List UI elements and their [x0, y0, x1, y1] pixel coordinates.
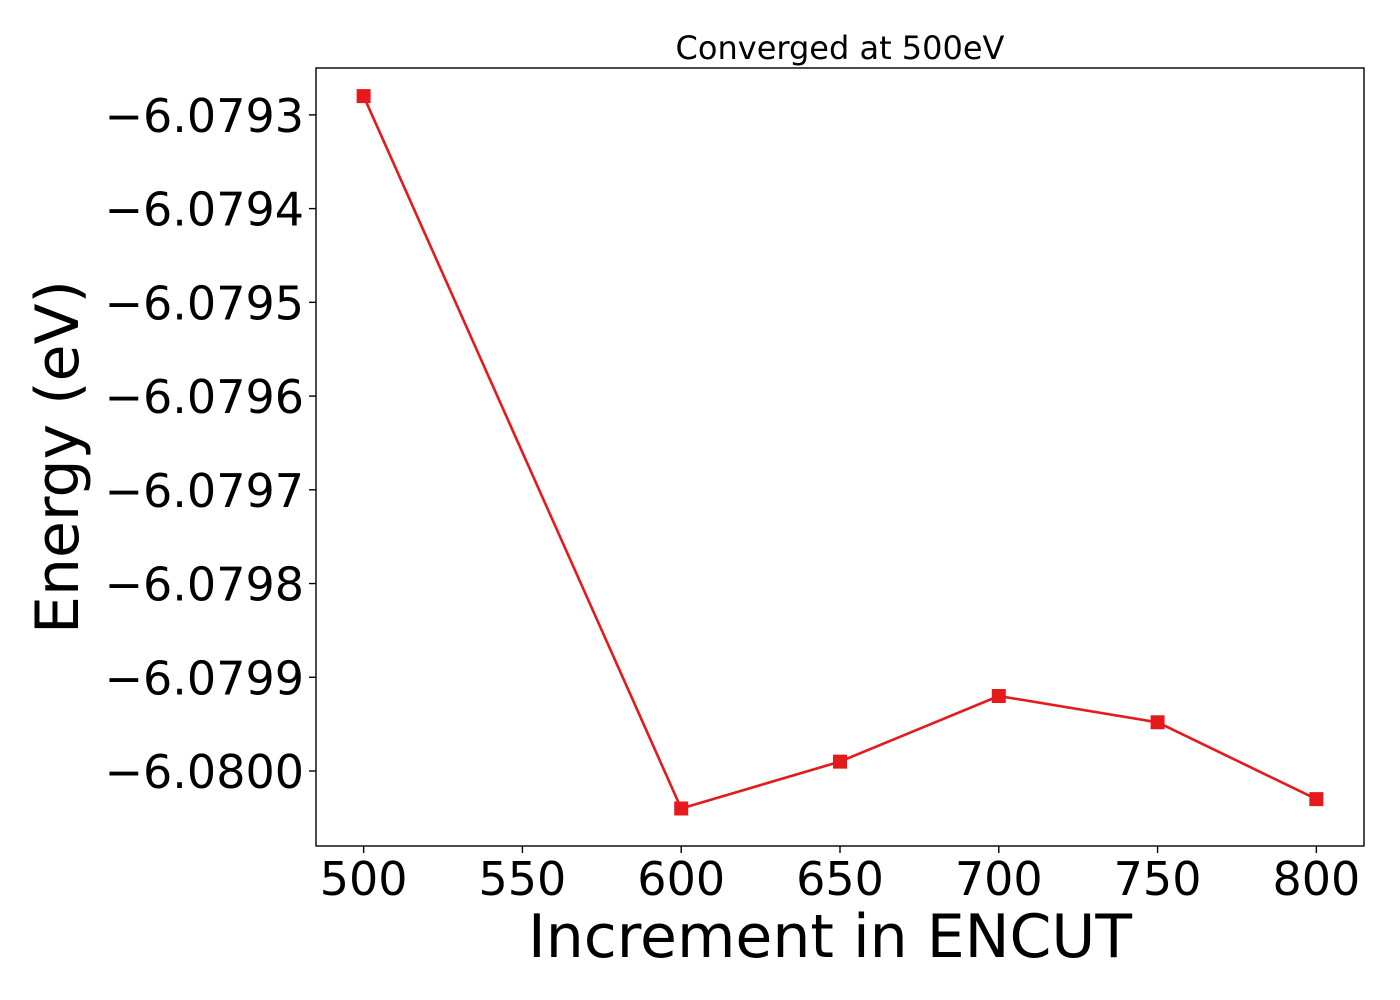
series-layer: [356, 89, 1324, 816]
y-tick-label: −6.0796: [105, 370, 305, 424]
y-tick-label: −6.0793: [105, 89, 305, 143]
data-point-marker: [991, 689, 1006, 704]
y-tick-label: −6.0795: [105, 276, 305, 330]
data-point-marker: [833, 754, 847, 769]
chart-title: Converged at 500eV: [676, 29, 1005, 67]
x-tick-label: 550: [479, 852, 567, 906]
series-line: [362, 95, 1317, 810]
plot-frame: [315, 67, 1365, 847]
y-tick-label: −6.0800: [105, 745, 305, 799]
x-tick-label: 750: [1114, 852, 1202, 906]
x-tick-label: 800: [1272, 852, 1360, 906]
y-axis-label: Energy (eV): [23, 280, 93, 634]
data-point-marker: [1150, 715, 1165, 730]
data-point-marker: [1309, 792, 1324, 807]
data-point-marker: [674, 801, 689, 816]
y-tick-label: −6.0797: [105, 464, 305, 518]
x-tick-label: 500: [320, 852, 408, 906]
y-tick-label: −6.0794: [105, 183, 305, 237]
x-tick-label: 700: [955, 852, 1043, 906]
data-point-marker: [356, 89, 371, 104]
y-tick-label: −6.0799: [105, 651, 305, 705]
x-tick-label: 600: [637, 852, 725, 906]
y-tick-label: −6.0798: [105, 558, 305, 612]
x-tick-label: 650: [796, 852, 884, 906]
ticks-layer: 500 550 600 650 700 750 800 −6.0793 −6.0794 −6.07…: [105, 89, 1361, 906]
x-axis-label: Increment in ENCUT: [528, 902, 1132, 972]
